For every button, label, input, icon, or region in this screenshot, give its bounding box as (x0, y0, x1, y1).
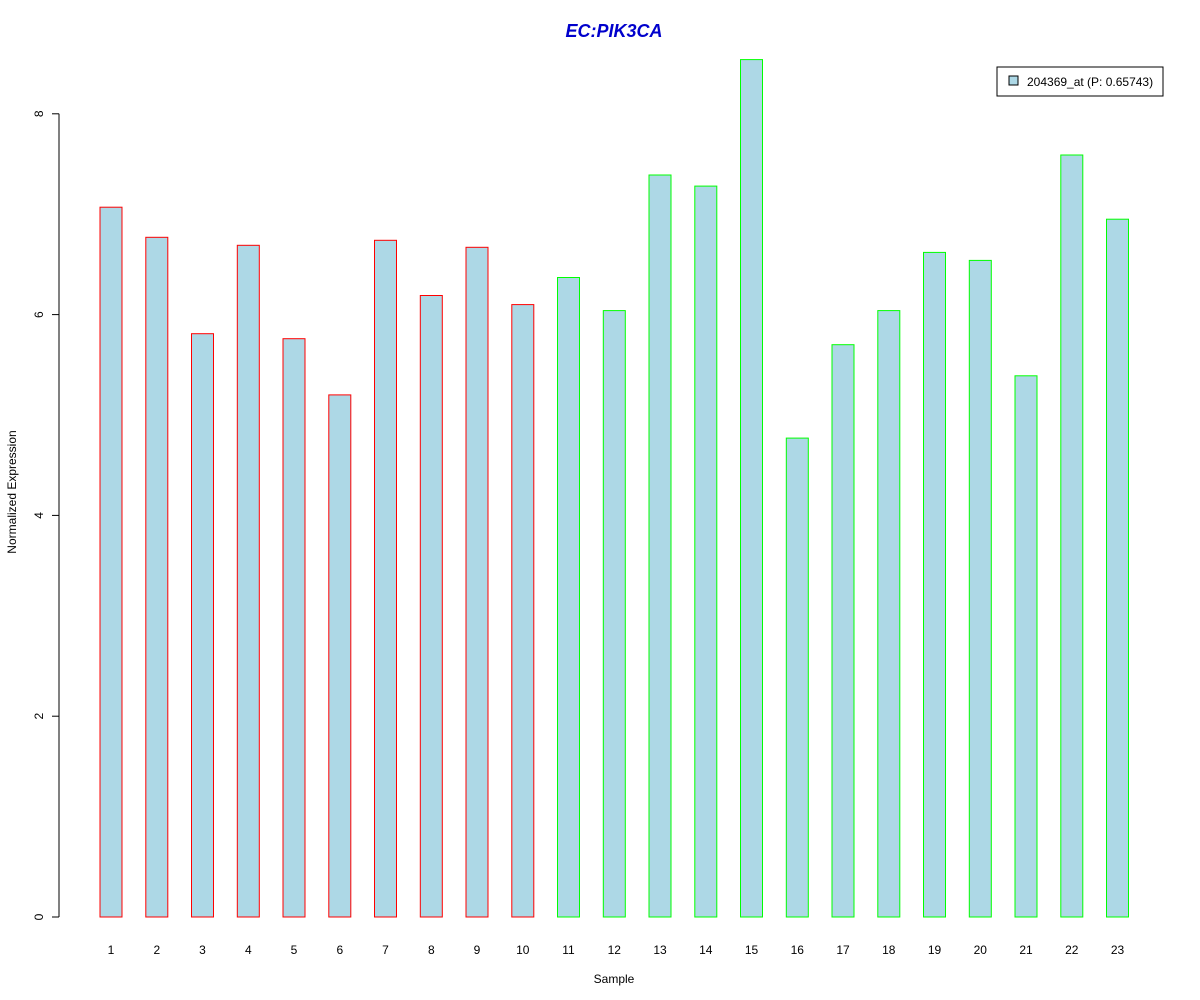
y-tick-label: 6 (32, 311, 46, 318)
x-tick-label: 19 (928, 943, 942, 957)
y-tick-label: 4 (32, 512, 46, 519)
bar-sample-17 (831, 344, 855, 918)
x-tick-label: 5 (291, 943, 298, 957)
x-tick-label: 8 (428, 943, 435, 957)
x-axis-label: Sample (594, 972, 635, 986)
legend-box (996, 66, 1164, 97)
x-tick-label: 9 (474, 943, 481, 957)
bar-sample-9 (465, 246, 489, 918)
x-tick-label: 21 (1019, 943, 1033, 957)
y-axis: 0 2 4 6 8 (32, 110, 60, 920)
bar-sample-15 (740, 59, 763, 918)
bars-group (99, 59, 1129, 918)
bar-sample-11 (557, 277, 580, 918)
bar-sample-19 (923, 251, 946, 918)
bar-sample-1 (99, 206, 123, 918)
x-tick-label: 17 (836, 943, 850, 957)
x-tick-label: 20 (974, 943, 988, 957)
y-tick-label: 2 (32, 713, 46, 720)
bar-sample-21 (1014, 375, 1038, 918)
bar-sample-18 (877, 310, 901, 918)
bar-sample-3 (191, 333, 214, 918)
bar-sample-23 (1106, 218, 1129, 918)
x-tick-label: 12 (608, 943, 622, 957)
chart-title: EC:PIK3CA (565, 21, 662, 41)
bar-sample-14 (694, 185, 718, 918)
y-axis-label: Normalized Expression (5, 430, 19, 553)
x-tick-label: 18 (882, 943, 896, 957)
x-tick-label: 11 (562, 943, 575, 957)
x-tick-label: 7 (382, 943, 389, 957)
bar-sample-6 (328, 394, 352, 918)
y-tick-label: 0 (32, 913, 46, 920)
bar-sample-5 (282, 338, 306, 918)
y-tick-label: 8 (32, 110, 46, 117)
legend-label: 204369_at (P: 0.65743) (1027, 75, 1153, 89)
bar-sample-4 (236, 244, 260, 918)
x-tick-label: 1 (108, 943, 115, 957)
bar-sample-7 (374, 239, 397, 918)
x-tick-labels: 1 2 3 4 5 6 7 8 9 10 11 12 13 14 15 16 17 18 19 20 21 22 23 (108, 943, 1125, 957)
bar-sample-12 (602, 310, 626, 918)
x-tick-label: 15 (745, 943, 759, 957)
bar-sample-22 (1060, 154, 1084, 918)
x-tick-label: 16 (791, 943, 805, 957)
bar-sample-13 (648, 174, 672, 918)
bar-sample-8 (419, 295, 443, 918)
x-tick-label: 22 (1065, 943, 1079, 957)
bar-sample-10 (511, 304, 535, 918)
x-tick-label: 4 (245, 943, 252, 957)
bar-sample-16 (785, 437, 809, 918)
x-tick-label: 6 (336, 943, 343, 957)
x-tick-label: 23 (1111, 943, 1125, 957)
x-tick-label: 13 (653, 943, 667, 957)
x-tick-label: 3 (199, 943, 206, 957)
bar-sample-20 (968, 259, 992, 918)
x-tick-label: 2 (153, 943, 160, 957)
x-tick-label: 10 (516, 943, 530, 957)
legend-swatch (1008, 75, 1019, 86)
bar-sample-2 (145, 236, 169, 918)
legend: 204369_at (P: 0.65743) (996, 66, 1164, 97)
x-tick-label: 14 (699, 943, 713, 957)
